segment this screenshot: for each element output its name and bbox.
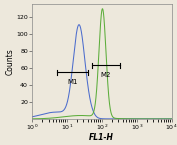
Text: M1: M1 [67,79,78,85]
Text: M2: M2 [101,72,111,78]
Y-axis label: Counts: Counts [6,48,15,75]
X-axis label: FL1-H: FL1-H [89,134,114,143]
